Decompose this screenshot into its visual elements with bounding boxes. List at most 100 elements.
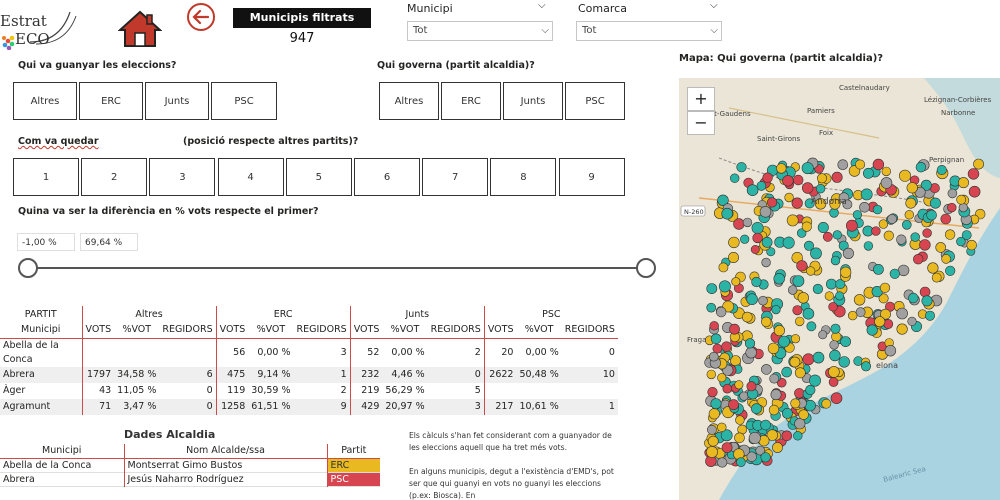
municipality-marker[interactable] xyxy=(717,422,727,432)
municipality-marker[interactable] xyxy=(919,239,931,251)
municipality-marker[interactable] xyxy=(848,310,858,321)
municipality-marker[interactable] xyxy=(792,275,805,287)
municipality-marker[interactable] xyxy=(766,247,776,257)
municipality-marker[interactable] xyxy=(728,236,740,249)
municipality-marker[interactable] xyxy=(830,392,843,405)
municipality-marker[interactable] xyxy=(936,165,947,176)
municipality-marker[interactable] xyxy=(707,387,718,398)
municipality-marker[interactable] xyxy=(750,245,760,255)
municipality-marker[interactable] xyxy=(809,374,822,387)
municipality-marker[interactable] xyxy=(720,429,733,442)
municipality-marker[interactable] xyxy=(806,266,816,276)
municipality-marker[interactable] xyxy=(802,353,815,366)
municipality-marker[interactable] xyxy=(866,324,878,336)
municipality-marker[interactable] xyxy=(790,398,801,409)
municipality-marker[interactable] xyxy=(805,384,816,396)
municipality-marker[interactable] xyxy=(729,323,740,335)
municipality-marker[interactable] xyxy=(786,214,799,227)
municipality-marker[interactable] xyxy=(913,254,924,265)
guanyar-button-erc[interactable]: ERC xyxy=(79,82,143,120)
municipality-marker[interactable] xyxy=(881,166,892,177)
municipality-marker[interactable] xyxy=(787,285,798,295)
municipality-marker[interactable] xyxy=(871,226,881,236)
municipality-marker[interactable] xyxy=(941,254,951,264)
municipality-marker[interactable] xyxy=(709,321,719,331)
municipality-marker[interactable] xyxy=(721,207,734,220)
municipality-marker[interactable] xyxy=(879,282,891,293)
municipality-marker[interactable] xyxy=(852,210,862,220)
municipality-marker[interactable] xyxy=(908,292,919,304)
municipality-marker[interactable] xyxy=(721,341,732,352)
range-min-input[interactable]: -1,00 % xyxy=(17,233,75,251)
municipality-marker[interactable] xyxy=(776,163,787,174)
municipality-marker[interactable] xyxy=(769,373,780,384)
municipality-marker[interactable] xyxy=(707,435,719,447)
estrateco-logo[interactable]: Estrat ECO xyxy=(0,8,82,50)
municipality-marker[interactable] xyxy=(910,232,920,242)
municipality-marker[interactable] xyxy=(706,369,716,380)
municipality-marker[interactable] xyxy=(792,174,804,186)
position-button-7[interactable]: 7 xyxy=(422,158,489,196)
governa-button-altres[interactable]: Altres xyxy=(379,82,439,120)
municipality-marker[interactable] xyxy=(718,280,731,293)
municipality-marker[interactable] xyxy=(739,391,749,401)
municipality-marker[interactable] xyxy=(829,340,839,350)
municipality-marker[interactable] xyxy=(872,158,885,171)
municipality-marker[interactable] xyxy=(706,302,717,313)
municipality-marker[interactable] xyxy=(824,291,834,301)
map-canvas[interactable]: Andorra Castelnaudary Saint-Gaudens Sain… xyxy=(679,78,1000,500)
table-row[interactable]: Abella de la Conca 56 0,00 % 3 52 0,00 % 2 20 0,… xyxy=(0,338,618,367)
municipality-marker[interactable] xyxy=(899,169,912,182)
municipality-marker[interactable] xyxy=(715,306,727,318)
municipality-marker[interactable] xyxy=(792,305,803,316)
catalonia-map[interactable]: Andorra Castelnaudary Saint-Gaudens Sain… xyxy=(679,78,1000,500)
municipality-marker[interactable] xyxy=(804,198,815,209)
position-button-4[interactable]: 4 xyxy=(217,158,284,196)
municipality-marker[interactable] xyxy=(812,351,825,364)
home-icon[interactable] xyxy=(117,10,163,48)
table-row[interactable]: Abrera 1797 34,58 % 6 475 9,14 % 1 232 4,46 % 0 26… xyxy=(0,366,618,383)
municipality-marker[interactable] xyxy=(842,247,854,259)
municipality-marker[interactable] xyxy=(855,159,866,170)
municipality-marker[interactable] xyxy=(766,197,778,208)
municipality-marker[interactable] xyxy=(957,177,969,189)
municipality-marker[interactable] xyxy=(796,228,807,238)
municipality-marker[interactable] xyxy=(973,158,984,170)
municipality-marker[interactable] xyxy=(708,408,720,420)
municipality-marker[interactable] xyxy=(742,311,753,323)
municipality-marker[interactable] xyxy=(708,351,719,362)
municipality-marker[interactable] xyxy=(734,380,744,390)
municipality-marker[interactable] xyxy=(860,188,873,201)
municipality-marker[interactable] xyxy=(767,342,780,355)
municipality-marker[interactable] xyxy=(874,316,886,328)
municipality-marker[interactable] xyxy=(883,230,894,241)
range-slider-min-handle[interactable] xyxy=(18,258,38,278)
municipality-marker[interactable] xyxy=(825,278,837,290)
municipality-marker[interactable] xyxy=(748,431,761,444)
municipality-marker[interactable] xyxy=(712,343,723,354)
municipality-marker[interactable] xyxy=(710,398,722,410)
chevron-down-icon[interactable]: ⌵ xyxy=(710,0,718,11)
municipality-marker[interactable] xyxy=(781,366,792,378)
position-button-8[interactable]: 8 xyxy=(490,158,557,196)
municipality-marker[interactable] xyxy=(859,202,870,213)
municipality-marker[interactable] xyxy=(872,204,883,215)
governa-button-junts[interactable]: Junts xyxy=(503,82,563,120)
municipality-marker[interactable] xyxy=(742,217,753,228)
municipality-marker[interactable] xyxy=(721,442,733,453)
municipality-marker[interactable] xyxy=(880,177,893,189)
municipality-marker[interactable] xyxy=(729,173,740,183)
municipality-marker[interactable] xyxy=(842,199,853,210)
municipality-marker[interactable] xyxy=(966,239,977,251)
municipality-marker[interactable] xyxy=(817,222,829,234)
municipality-marker[interactable] xyxy=(838,356,850,368)
municipality-marker[interactable] xyxy=(822,231,833,242)
municipality-marker[interactable] xyxy=(746,381,757,392)
municipality-marker[interactable] xyxy=(782,175,794,187)
municipality-marker[interactable] xyxy=(863,241,874,251)
municipality-marker[interactable] xyxy=(922,228,932,238)
municipality-marker[interactable] xyxy=(728,399,739,411)
municipality-marker[interactable] xyxy=(940,213,952,225)
municipality-marker[interactable] xyxy=(789,356,801,368)
municipality-marker[interactable] xyxy=(931,272,942,283)
